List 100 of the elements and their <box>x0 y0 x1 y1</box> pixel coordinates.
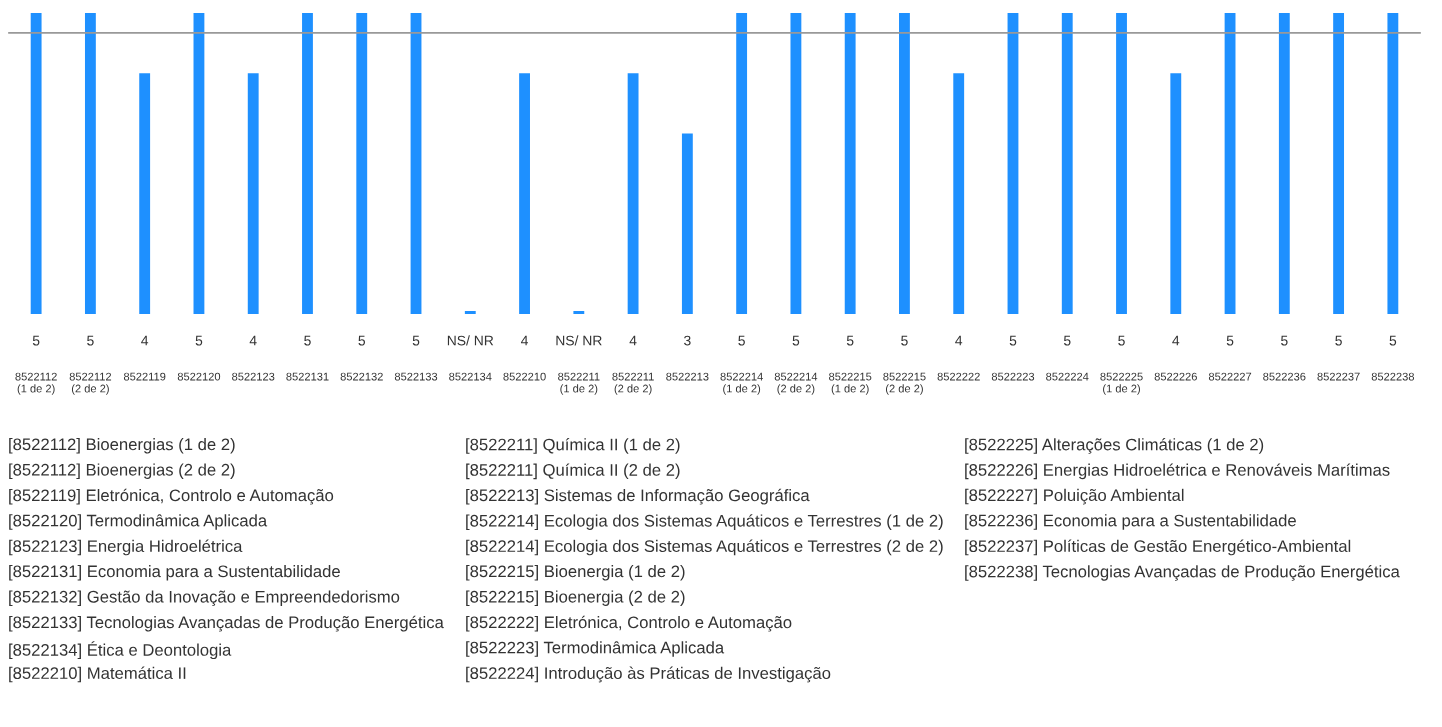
x-tick-label: 8522215 (1 de 2) <box>829 372 872 395</box>
data-label: 4 <box>629 335 637 346</box>
x-tick-label: 8522237 <box>1317 372 1360 381</box>
x-tick-label: 8522213 <box>666 372 709 381</box>
x-tick-label: 8522211 (1 de 2) <box>558 372 600 395</box>
x-tick-label: 8522112 (1 de 2) <box>15 372 57 395</box>
text: [8522120] Termodinâmica Aplicada <box>9 514 268 530</box>
x-tick-label: 8522133 <box>394 372 438 381</box>
data-label: 5 <box>792 335 800 346</box>
data-label: NS/ NR <box>447 335 494 346</box>
data-label: 5 <box>1335 335 1342 346</box>
x-tick-label: 8522211 (2 de 2) <box>612 372 654 395</box>
text: [8522238] Tecnologias Avançadas de Produção Energética <box>965 565 1400 581</box>
data-label: 4 <box>141 335 149 346</box>
bar <box>410 13 422 314</box>
text: [8522214] Ecologia dos Sistemas Aquáticos e Terrestres (1 de 2) <box>466 514 943 530</box>
x-tick-label: 8522222 <box>937 372 980 381</box>
bar <box>1387 13 1399 314</box>
text: [8522112] Bioenergias (2 de 2) <box>9 463 235 479</box>
text: [8522123] Energia Hidroelétrica <box>9 539 243 556</box>
bar <box>627 73 639 314</box>
x-tick-label: 8522238 <box>1371 372 1415 381</box>
bar <box>790 13 802 314</box>
text: [8522222] Eletrónica, Controlo e Automação <box>466 615 792 632</box>
data-label: 4 <box>521 335 529 346</box>
x-tick-label: 8522210 <box>503 372 546 381</box>
bar <box>844 13 856 314</box>
text: [8522237] Políticas de Gestão Energético-Ambiental <box>965 539 1351 556</box>
data-label: 5 <box>1118 335 1125 346</box>
text: [8522213] Sistemas de Informação Geográfica <box>466 488 810 505</box>
text: [8522112] Bioenergias (1 de 2) <box>9 438 235 454</box>
text: [8522224] Introdução às Práticas de Investigação <box>466 666 831 683</box>
text: [8522227] Poluição Ambiental <box>965 488 1184 505</box>
x-tick-label: 8522134 <box>449 372 492 381</box>
text: [8522132] Gestão da Inovação e Empreendedorismo <box>9 590 400 607</box>
bar <box>1333 13 1345 314</box>
bar <box>30 13 42 314</box>
data-label: 5 <box>358 335 366 346</box>
x-tick-label: 8522132 <box>340 372 383 381</box>
text: [8522236] Economia para a Sustentabilidade <box>965 514 1296 530</box>
x-tick-label: 8522120 <box>177 372 221 381</box>
data-label: 5 <box>195 335 203 346</box>
text: [8522119] Eletrónica, Controlo e Automação <box>9 488 334 505</box>
x-tick-label: 8522226 <box>1154 372 1197 381</box>
x-tick-label: 8522225 (1 de 2) <box>1100 372 1143 395</box>
x-tick-label: 8522123 <box>232 372 275 381</box>
bar <box>519 73 530 314</box>
data-label: 5 <box>304 335 311 346</box>
data-label: NS/ NR <box>556 335 602 346</box>
bar <box>356 13 368 314</box>
bar <box>1224 13 1236 314</box>
data-label: 5 <box>87 335 94 346</box>
data-label: 5 <box>1226 335 1234 346</box>
bar <box>193 13 205 314</box>
bar <box>1007 13 1019 314</box>
data-label: 3 <box>684 335 691 346</box>
bar <box>302 13 313 314</box>
bar <box>247 73 259 314</box>
bar <box>899 13 910 314</box>
text: [8522215] Bioenergia (2 de 2) <box>466 590 685 606</box>
text: [8522225] Alterações Climáticas (1 de 2) <box>965 438 1264 454</box>
data-label: 5 <box>1009 335 1017 346</box>
data-label: 5 <box>1063 335 1071 346</box>
x-tick-label: 8522224 <box>1046 372 1089 381</box>
data-label: 5 <box>1389 335 1397 346</box>
text: [8522215] Bioenergia (1 de 2) <box>466 565 685 581</box>
bar <box>1170 73 1182 314</box>
x-tick-label: 8522214 (2 de 2) <box>774 372 818 395</box>
text: [8522223] Termodinâmica Aplicada <box>466 641 725 657</box>
x-tick-label: 8522223 <box>991 372 1035 381</box>
data-label: 4 <box>249 335 257 346</box>
data-label: 4 <box>955 335 963 346</box>
data-label: 5 <box>901 335 908 346</box>
data-label: 4 <box>1172 335 1180 346</box>
bar <box>681 133 693 314</box>
x-tick-label: 8522214 (1 de 2) <box>720 372 763 395</box>
bar <box>953 73 965 314</box>
x-tick-label: 8522236 <box>1263 372 1306 381</box>
bar <box>1278 13 1290 314</box>
bar <box>736 13 748 314</box>
bar <box>573 310 585 314</box>
text: [8522211] Química II (2 de 2) <box>466 463 680 480</box>
data-label: 5 <box>32 335 40 346</box>
x-tick-label: 8522119 <box>123 372 166 381</box>
text: [8522210] Matemática II <box>9 666 186 683</box>
bar <box>1116 13 1127 314</box>
bar <box>464 310 476 314</box>
x-tick-label: 8522112 (2 de 2) <box>69 372 112 395</box>
data-label: 5 <box>412 335 420 346</box>
bar <box>84 13 96 314</box>
data-label: 5 <box>738 335 745 346</box>
bar <box>1061 13 1073 314</box>
text: [8522226] Energias Hidroelétrica e Renováveis Marítimas <box>965 463 1390 480</box>
text: [8522133] Tecnologias Avançadas de Produção Energética <box>9 615 444 632</box>
x-tick-label: 8522131 <box>286 372 329 381</box>
text: [8522134] Ética e Deontologia <box>9 641 232 660</box>
text: [8522214] Ecologia dos Sistemas Aquáticos e Terrestres (2 de 2) <box>466 539 943 556</box>
x-tick-label: 8522227 <box>1208 372 1252 381</box>
x-tick-label: 8522215 (2 de 2) <box>883 372 926 395</box>
text: [8522211] Química II (1 de 2) <box>466 438 680 454</box>
